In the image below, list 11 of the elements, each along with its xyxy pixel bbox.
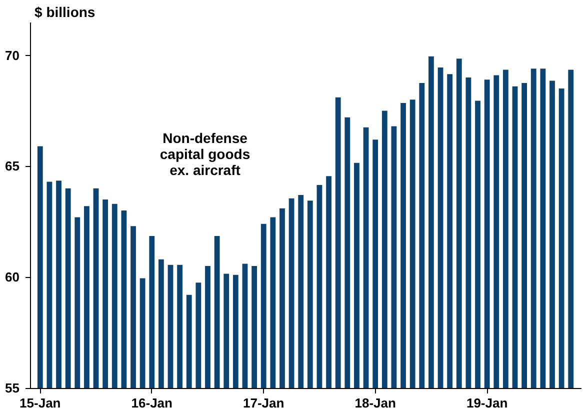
- y-tick-label: 60: [5, 270, 20, 285]
- x-tick-label: 17-Jan: [243, 396, 284, 410]
- x-tick-label: 19-Jan: [466, 396, 508, 410]
- x-tick-label: 15-Jan: [20, 396, 61, 410]
- y-tick-label: 65: [5, 158, 20, 174]
- y-tick-label: 55: [5, 380, 20, 396]
- annotation: Non-defense capital goods ex. aircraft: [160, 130, 250, 178]
- chart-title: $ billions: [34, 4, 96, 20]
- y-tick-label: 70: [5, 48, 20, 63]
- x-tick-label: 18-Jan: [354, 396, 396, 410]
- x-tick-label: 16-Jan: [131, 396, 173, 410]
